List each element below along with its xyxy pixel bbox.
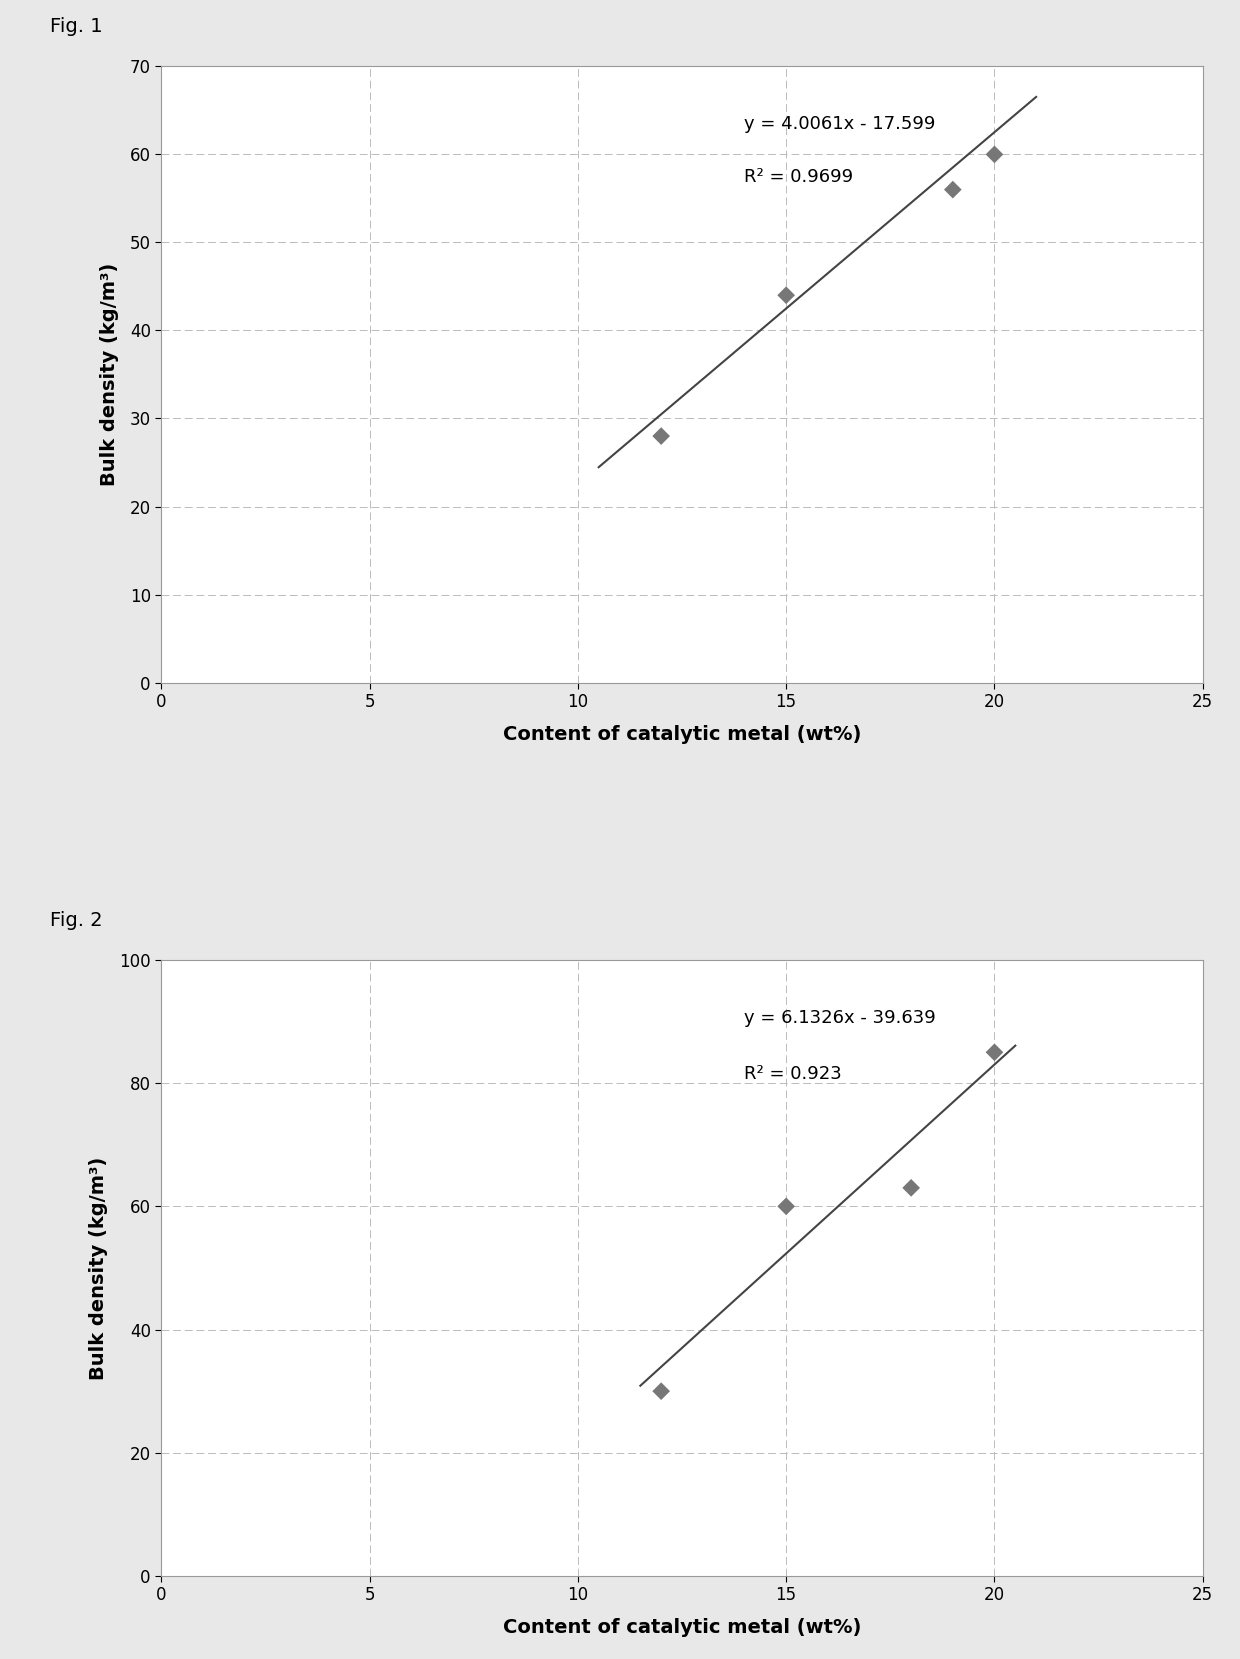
Text: y = 4.0061x - 17.599: y = 4.0061x - 17.599: [744, 114, 936, 133]
Point: [651, 1379, 671, 1405]
Text: Fig. 2: Fig. 2: [50, 911, 102, 931]
Y-axis label: Bulk density (kg/m³): Bulk density (kg/m³): [99, 262, 119, 486]
Text: R² = 0.9699: R² = 0.9699: [744, 168, 853, 186]
Point: [651, 423, 671, 450]
Point: [942, 176, 962, 202]
Point: [776, 1193, 796, 1219]
Y-axis label: Bulk density (kg/m³): Bulk density (kg/m³): [89, 1156, 108, 1380]
Point: [985, 141, 1004, 168]
Text: y = 6.1326x - 39.639: y = 6.1326x - 39.639: [744, 1009, 936, 1027]
Point: [776, 282, 796, 309]
X-axis label: Content of catalytic metal (wt%): Content of catalytic metal (wt%): [502, 725, 862, 743]
Point: [985, 1039, 1004, 1065]
Text: R² = 0.923: R² = 0.923: [744, 1065, 842, 1083]
Point: [901, 1175, 921, 1201]
Text: Fig. 1: Fig. 1: [50, 18, 102, 36]
X-axis label: Content of catalytic metal (wt%): Content of catalytic metal (wt%): [502, 1619, 862, 1637]
